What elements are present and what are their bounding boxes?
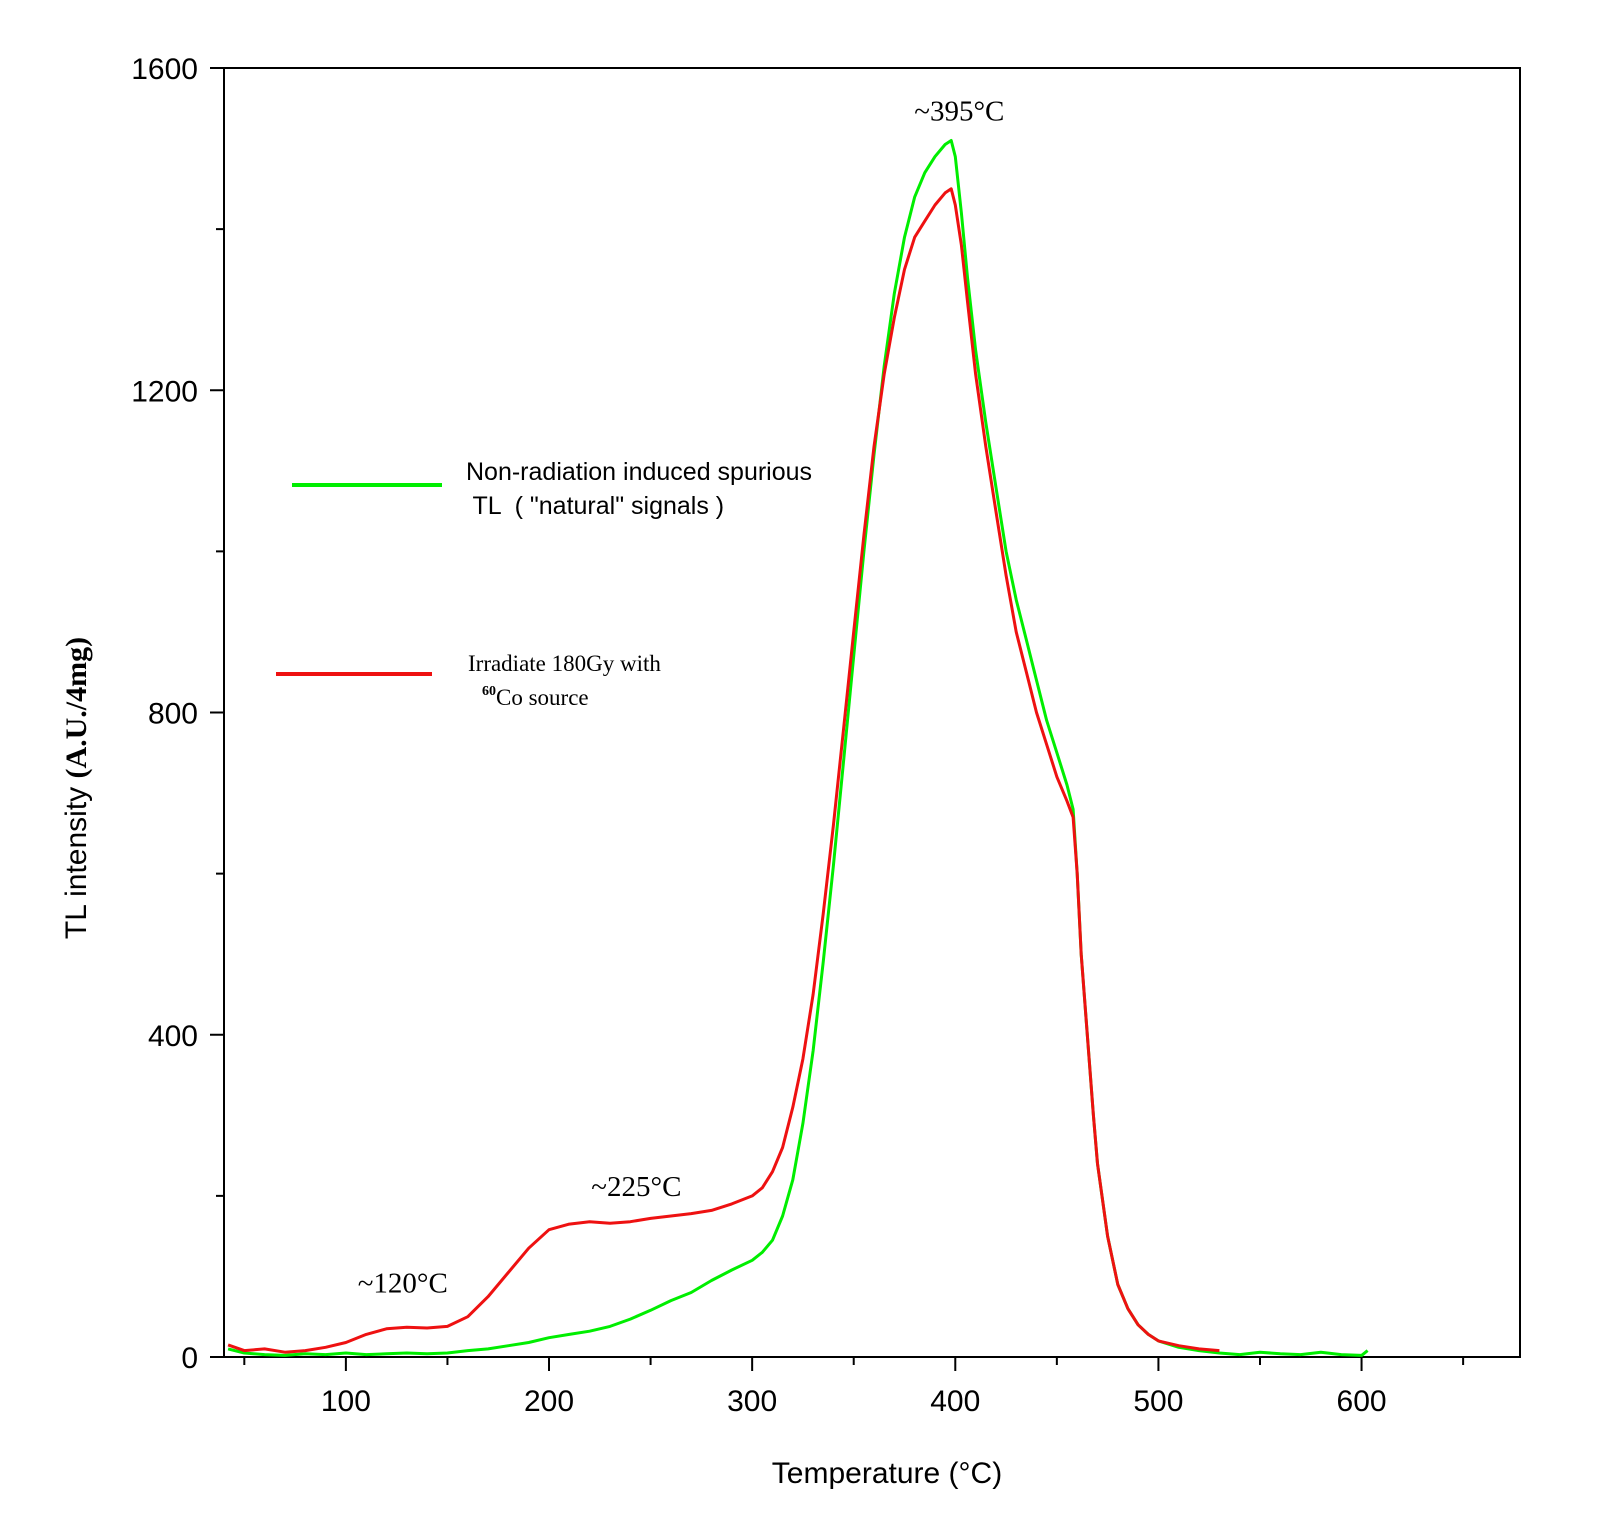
y-tick-label: 1200	[131, 375, 198, 408]
y-tick-label: 400	[148, 1020, 198, 1053]
legend-label-natural-line2: TL ( "natural" signals )	[466, 492, 724, 520]
x-tick-label: 600	[1337, 1385, 1387, 1418]
peak-annotation: ~225°C	[591, 1171, 681, 1203]
x-tick-label: 100	[321, 1385, 371, 1418]
y-axis-label-unit: (A.U./4mg)	[60, 637, 93, 779]
x-axis-label: Temperature (°C)	[772, 1457, 1002, 1490]
series-line-irradiated	[227, 187, 1220, 1354]
y-tick-label: 800	[148, 698, 198, 731]
peak-annotation: ~120°C	[358, 1268, 448, 1300]
y-axis-label-prefix: TL intensity	[60, 779, 93, 940]
x-tick-label: 400	[930, 1385, 980, 1418]
axis-ticks: 100 200 300 400 500 600 0 400 800 1200 1600	[131, 53, 1465, 1418]
series-layer	[227, 139, 1369, 1357]
legend-label-natural-line1: Non-radiation induced spurious	[466, 458, 812, 486]
peak-annotations: ~395°C ~225°C ~120°C	[358, 95, 1005, 1299]
x-tick-label: 200	[524, 1385, 574, 1418]
legend-isotope-superscript: 60	[482, 684, 496, 699]
x-tick-label: 500	[1133, 1385, 1183, 1418]
legend: Non-radiation induced spurious TL ( "nat…	[276, 458, 812, 710]
peak-annotation: ~395°C	[914, 95, 1004, 127]
legend-isotope-text: Co source	[496, 685, 589, 710]
y-tick-label: 1600	[131, 53, 198, 86]
legend-label-irradiated-line1: Irradiate 180Gy with	[468, 651, 661, 676]
y-axis-label: TL intensity (A.U./4mg)	[60, 637, 93, 939]
x-tick-label: 300	[727, 1385, 777, 1418]
legend-label-irradiated-line2: 60Co source	[482, 684, 589, 710]
y-tick-label: 0	[181, 1342, 198, 1375]
